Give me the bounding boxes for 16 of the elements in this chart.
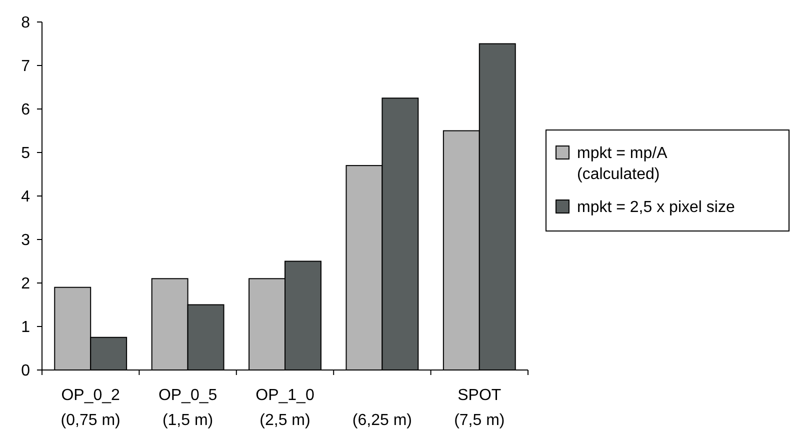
y-tick-label: 2 (21, 276, 30, 293)
x-tick-label: OP_1_0 (2,5 m) (256, 387, 314, 429)
x-tick-label: (6,25 m) (352, 412, 412, 429)
y-tick-label: 5 (21, 145, 30, 162)
y-tick-label: 7 (21, 58, 30, 76)
x-tick-label: OP_0_5 (1,5 m) (158, 387, 218, 429)
y-tick-label: 3 (21, 232, 30, 250)
y-tick-label: 8 (21, 14, 30, 32)
y-tick-label: 1 (21, 319, 30, 336)
y-tick-label: 4 (21, 188, 30, 206)
x-tick-label: SPOT (7,5 m) (454, 387, 505, 429)
legend-label: mpkt = 2,5 x pixel size (577, 199, 735, 216)
legend-label: mpkt = mp/A (calculated) (577, 145, 668, 183)
x-tick-label: OP_0_2 (0,75 m) (60, 387, 120, 429)
y-tick-label: 0 (21, 362, 30, 380)
y-tick-label: 6 (21, 102, 30, 119)
